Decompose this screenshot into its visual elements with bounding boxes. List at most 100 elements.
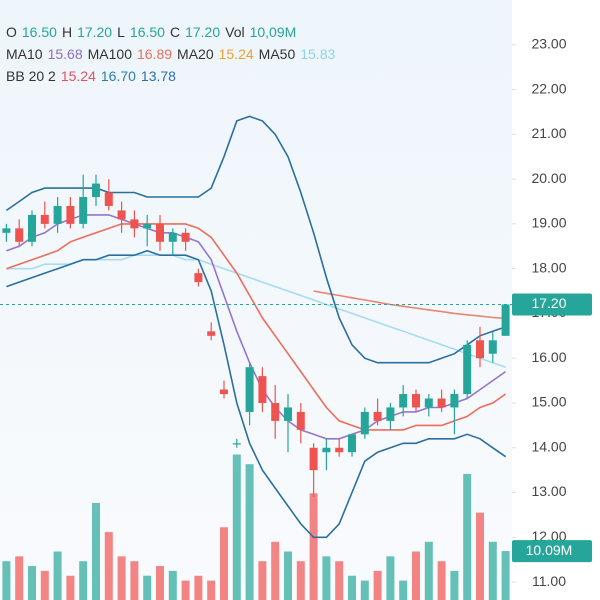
volume-bar: [437, 561, 446, 600]
header-item: 16.70: [101, 68, 136, 84]
header-row: BB 20 2 15.24 16.70 13.78: [6, 68, 176, 84]
candle-body: [322, 447, 331, 453]
candle-body: [156, 223, 164, 242]
header-item: MA50: [259, 46, 296, 62]
volume-bar: [360, 580, 369, 600]
y-tick-label: 22.00: [531, 80, 566, 96]
volume-bar: [296, 561, 305, 600]
candle-body: [412, 394, 420, 408]
candle-body: [2, 228, 11, 233]
volume-bar: [309, 493, 318, 600]
candle-body: [232, 443, 241, 445]
candle-body: [488, 340, 497, 354]
volume-bar: [373, 570, 382, 600]
volume-bar: [476, 512, 484, 600]
candle-body: [28, 214, 36, 242]
candle-body: [360, 411, 369, 435]
candle-body: [143, 223, 152, 229]
volume-bar: [335, 561, 344, 600]
candle-body: [501, 304, 510, 336]
volume-bar: [412, 551, 420, 600]
header-item: 15.24: [219, 46, 254, 62]
header-item: Vol: [225, 24, 244, 40]
volume-bar: [232, 454, 241, 600]
volume-bar: [386, 556, 395, 600]
header-item: 17.20: [77, 24, 112, 40]
candle-body: [194, 273, 203, 283]
volume-bar: [245, 464, 254, 600]
candle-body: [104, 192, 113, 206]
header-item: BB 20 2: [6, 68, 56, 84]
legend-header: O 16.50 H 17.20 L 16.50 C 17.20 Vol 10,09M MA10 15.…: [6, 24, 335, 84]
header-item: H: [62, 24, 72, 40]
candle-body: [399, 394, 408, 408]
volume-bar: [130, 561, 139, 600]
candle-body: [220, 389, 228, 395]
candle-body: [245, 367, 254, 412]
candle-body: [117, 210, 126, 220]
header-row: MA10 15.68 MA100 16.89 MA20 15.24 MA50 15.83: [6, 46, 335, 62]
candle-body: [258, 376, 267, 403]
volume-bar: [168, 570, 177, 600]
header-row: O 16.50 H 17.20 L 16.50 C 17.20 Vol 10,09M: [6, 24, 296, 40]
y-tick-label: 13.00: [531, 483, 566, 499]
volume-bar: [463, 473, 472, 600]
volume-bar: [143, 575, 152, 600]
y-tick-label: 14.00: [531, 438, 566, 454]
header-item: C: [170, 24, 180, 40]
candle-body: [207, 331, 216, 336]
candle-body: [92, 183, 100, 198]
price-axis: 11.0012.0013.0014.0015.0016.0017.0018.00…: [0, 35, 592, 589]
volume-bar: [194, 575, 203, 600]
candle-body: [79, 197, 88, 224]
volume-bar: [104, 532, 113, 600]
volume-bar: [348, 575, 356, 600]
candle-body: [168, 232, 177, 242]
volume-bar: [488, 541, 497, 600]
candle-body: [348, 434, 356, 453]
header-item: 16.89: [137, 46, 172, 62]
indicator-line: [5, 115, 506, 364]
indicator-layer: [5, 115, 507, 539]
header-item: 13.78: [141, 68, 176, 84]
header-item: 15.24: [61, 68, 96, 84]
candle-body: [271, 402, 280, 421]
last-volume-label: 10.09M: [526, 542, 573, 558]
volume-bar: [258, 561, 267, 600]
candle-body: [476, 340, 484, 359]
volume-bar: [2, 561, 11, 600]
header-item: 10,09M: [250, 24, 297, 40]
y-tick-label: 23.00: [531, 35, 566, 51]
y-tick-label: 21.00: [531, 125, 566, 141]
y-tick-label: 18.00: [531, 259, 566, 275]
header-item: 16.50: [22, 24, 57, 40]
volume-bar: [322, 556, 331, 600]
volume-bar: [181, 580, 190, 600]
candle-body: [53, 205, 62, 224]
header-item: 17.20: [185, 24, 220, 40]
header-item: MA20: [177, 46, 214, 62]
candle-body: [40, 214, 49, 224]
volume-bar: [117, 556, 126, 600]
candle-body: [130, 219, 139, 229]
volume-bar: [40, 570, 49, 600]
header-item: MA10: [6, 46, 43, 62]
y-tick-label: 12.00: [531, 528, 566, 544]
last-price-tag: [512, 293, 592, 316]
candle-body: [284, 407, 292, 421]
candle-body: [296, 411, 305, 430]
candle-body: [424, 398, 433, 408]
y-tick-label: 20.00: [531, 170, 566, 186]
volume-layer: [2, 454, 510, 600]
candle-body: [373, 411, 382, 421]
plot-background: [0, 0, 512, 600]
last-volume-tag: [512, 540, 592, 563]
y-tick-label: 11.00: [532, 573, 566, 589]
last-price-label: 17.20: [531, 295, 566, 311]
header-item: MA100: [88, 46, 133, 62]
volume-bar: [284, 551, 292, 600]
indicator-line: [6, 214, 507, 440]
y-tick-label: 19.00: [531, 215, 566, 231]
volume-bar: [220, 527, 228, 600]
